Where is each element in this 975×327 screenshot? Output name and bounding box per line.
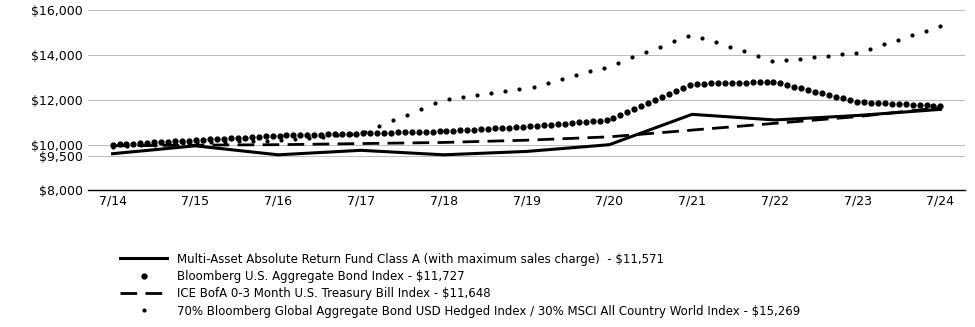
Legend: Multi-Asset Absolute Return Fund Class A (with maximum sales charge)  - $11,571,: Multi-Asset Absolute Return Fund Class A… [120, 253, 799, 318]
